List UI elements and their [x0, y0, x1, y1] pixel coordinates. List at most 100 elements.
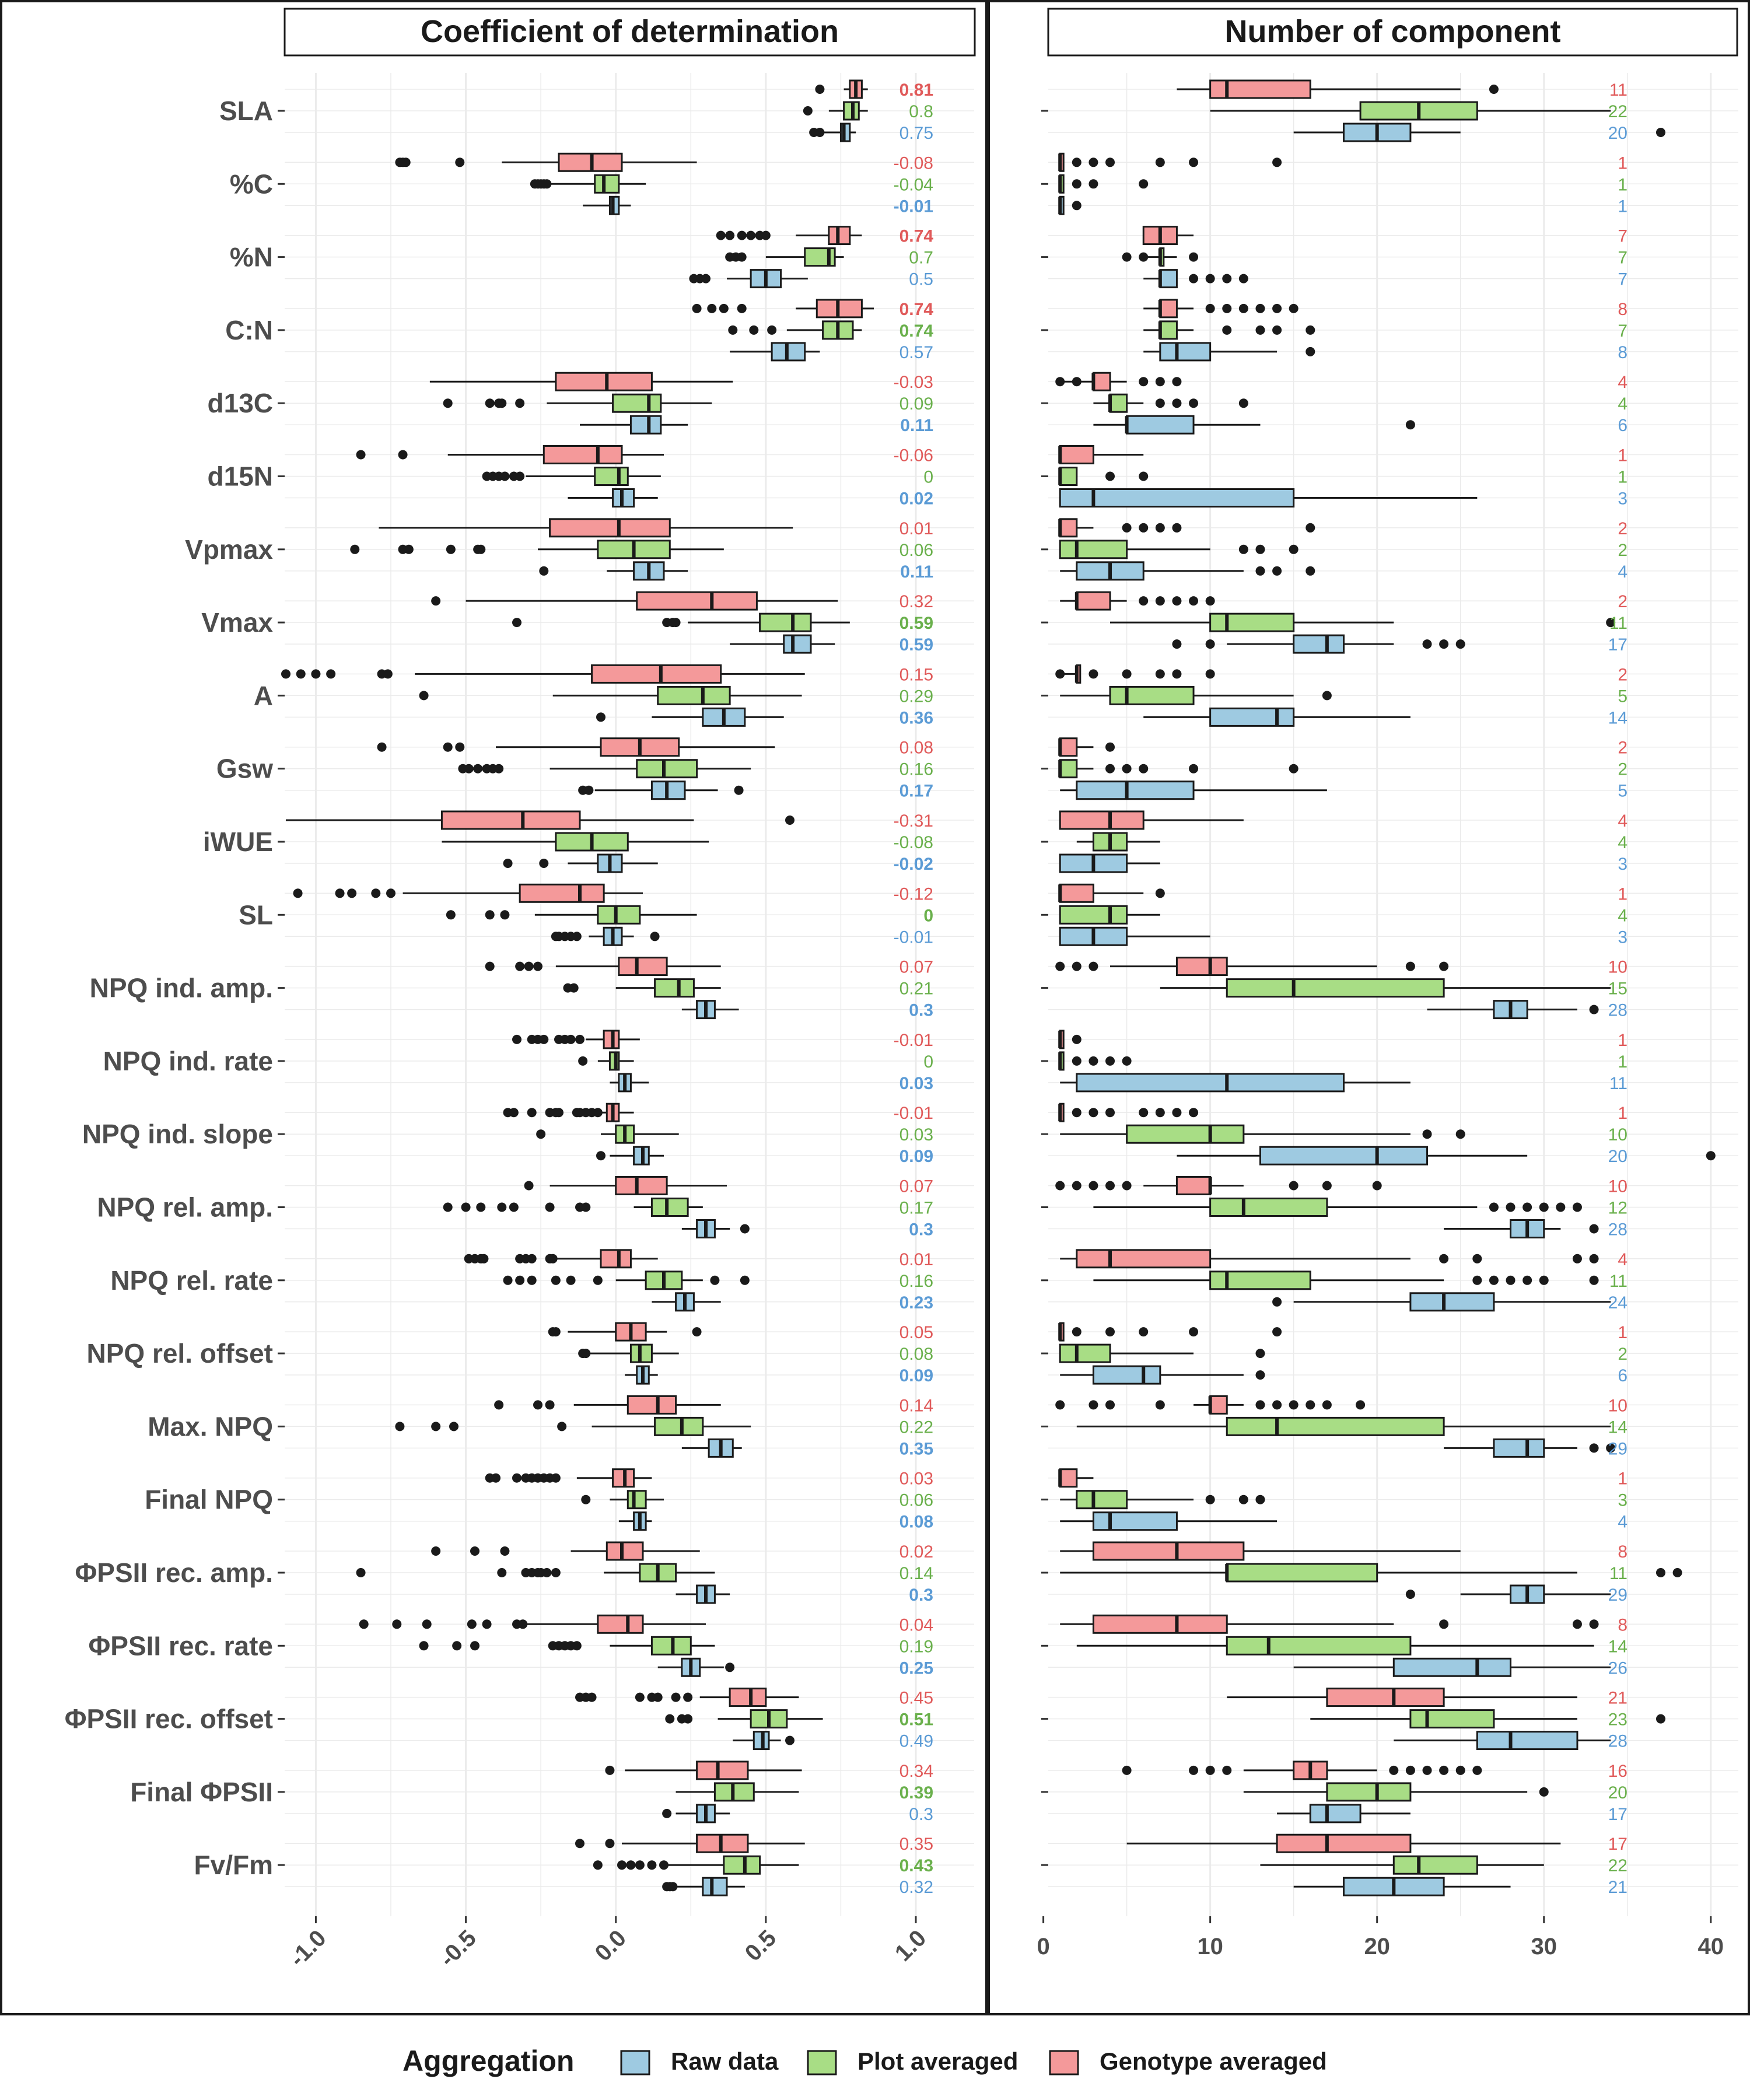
- trait-label: Final ΦPSII: [130, 1777, 273, 1807]
- value-label-plot: 0.17: [900, 1199, 933, 1218]
- outlier-point: [1189, 398, 1199, 408]
- outlier-point: [716, 230, 726, 240]
- outlier-point: [1088, 158, 1098, 167]
- outlier-point: [443, 398, 453, 408]
- outlier-point: [401, 158, 411, 167]
- outlier-point: [1088, 961, 1098, 971]
- box-geno: [519, 883, 605, 903]
- trait-label: Gsw: [216, 754, 273, 784]
- box-plot: [1409, 1709, 1495, 1729]
- box-geno: [1059, 737, 1078, 757]
- value-label-geno: 0.35: [900, 1835, 933, 1854]
- outlier-point: [578, 1056, 588, 1066]
- outlier-point: [479, 1254, 489, 1264]
- box-geno: [1209, 1395, 1228, 1415]
- trait-label: Max. NPQ: [148, 1411, 273, 1441]
- value-label-plot: 1: [1618, 175, 1628, 194]
- value-label-plot: 0.51: [900, 1710, 933, 1730]
- value-label-geno: 0.14: [900, 1396, 933, 1415]
- value-label-plot: 0.8: [909, 102, 933, 121]
- box-geno: [606, 1541, 644, 1561]
- outlier-point: [527, 1275, 537, 1285]
- outlier-point: [1506, 1202, 1516, 1212]
- outlier-point: [431, 596, 441, 606]
- value-label-geno: 21: [1608, 1689, 1628, 1708]
- box-plot: [1209, 612, 1295, 632]
- value-label-raw: 29: [1608, 1439, 1628, 1458]
- trait-label: %N: [230, 242, 273, 272]
- value-label-plot: 0.16: [900, 1272, 933, 1291]
- legend-swatch-geno: [1049, 2050, 1079, 2076]
- outlier-point: [386, 888, 396, 898]
- box-geno: [1175, 957, 1228, 977]
- outlier-point: [515, 471, 525, 481]
- box-raw: [1126, 415, 1195, 435]
- outlier-point: [581, 1349, 591, 1359]
- value-label-plot: 3: [1618, 1491, 1628, 1510]
- value-label-plot: 4: [1618, 906, 1628, 925]
- outlier-point: [803, 106, 813, 116]
- outlier-point: [1172, 669, 1182, 679]
- outlier-point: [359, 1619, 369, 1629]
- outlier-point: [1455, 1129, 1465, 1139]
- outlier-point: [1322, 1181, 1332, 1191]
- trait-label: A: [254, 680, 273, 710]
- outlier-point: [1155, 158, 1165, 167]
- outlier-point: [1372, 1181, 1382, 1191]
- outlier-point: [1506, 1275, 1516, 1285]
- outlier-point: [1255, 1494, 1265, 1504]
- outlier-point: [524, 1181, 534, 1191]
- outlier-point: [593, 1860, 603, 1870]
- outlier-point: [1272, 303, 1282, 313]
- outlier-point: [1589, 1254, 1599, 1264]
- value-label-plot: 2: [1618, 1345, 1628, 1364]
- value-label-geno: 0.81: [900, 80, 933, 100]
- outlier-point: [533, 961, 542, 971]
- outlier-point: [1205, 274, 1215, 284]
- panel-frame: [0, 0, 988, 2015]
- trait-label: iWUE: [203, 827, 273, 857]
- outlier-point: [1439, 1765, 1449, 1775]
- outlier-point: [1539, 1202, 1549, 1212]
- outlier-point: [311, 669, 321, 679]
- trait-label: d13C: [208, 388, 273, 418]
- box-geno: [1175, 1176, 1212, 1195]
- outlier-point: [1139, 179, 1149, 189]
- outlier-point: [596, 1151, 606, 1161]
- value-label-plot: 5: [1618, 687, 1628, 706]
- outlier-point: [554, 1108, 564, 1118]
- outlier-point: [746, 230, 756, 240]
- outlier-point: [1356, 1400, 1366, 1410]
- outlier-point: [1189, 158, 1199, 167]
- outlier-point: [326, 669, 336, 679]
- outlier-point: [815, 85, 825, 94]
- outlier-point: [1606, 618, 1616, 628]
- outlier-point: [635, 1692, 645, 1702]
- outlier-point: [1255, 303, 1265, 313]
- value-label-plot: 4: [1618, 394, 1628, 414]
- outlier-point: [371, 888, 381, 898]
- value-label-raw: 0.75: [900, 124, 933, 143]
- outlier-point: [575, 1839, 584, 1849]
- outlier-point: [596, 712, 606, 722]
- box-geno: [1059, 883, 1094, 903]
- outlier-point: [1122, 1765, 1132, 1775]
- value-label-geno: 0.74: [900, 300, 934, 319]
- box-geno: [1059, 810, 1144, 830]
- outlier-point: [1272, 566, 1282, 576]
- value-label-raw: 29: [1608, 1586, 1628, 1605]
- outlier-point: [1088, 1181, 1098, 1191]
- outlier-point: [1222, 1765, 1232, 1775]
- outlier-point: [692, 1327, 702, 1337]
- box-plot: [650, 1198, 689, 1217]
- value-label-raw: 28: [1608, 1001, 1628, 1020]
- value-label-geno: 4: [1618, 811, 1628, 831]
- outlier-point: [1672, 1568, 1682, 1577]
- outlier-point: [737, 252, 747, 262]
- value-label-raw: 6: [1618, 1366, 1628, 1385]
- value-label-plot: 12: [1608, 1199, 1628, 1218]
- outlier-point: [725, 1662, 735, 1672]
- value-label-raw: 0.11: [900, 416, 933, 435]
- value-label-raw: 0.03: [900, 1074, 933, 1093]
- value-label-plot: 0.06: [900, 541, 933, 560]
